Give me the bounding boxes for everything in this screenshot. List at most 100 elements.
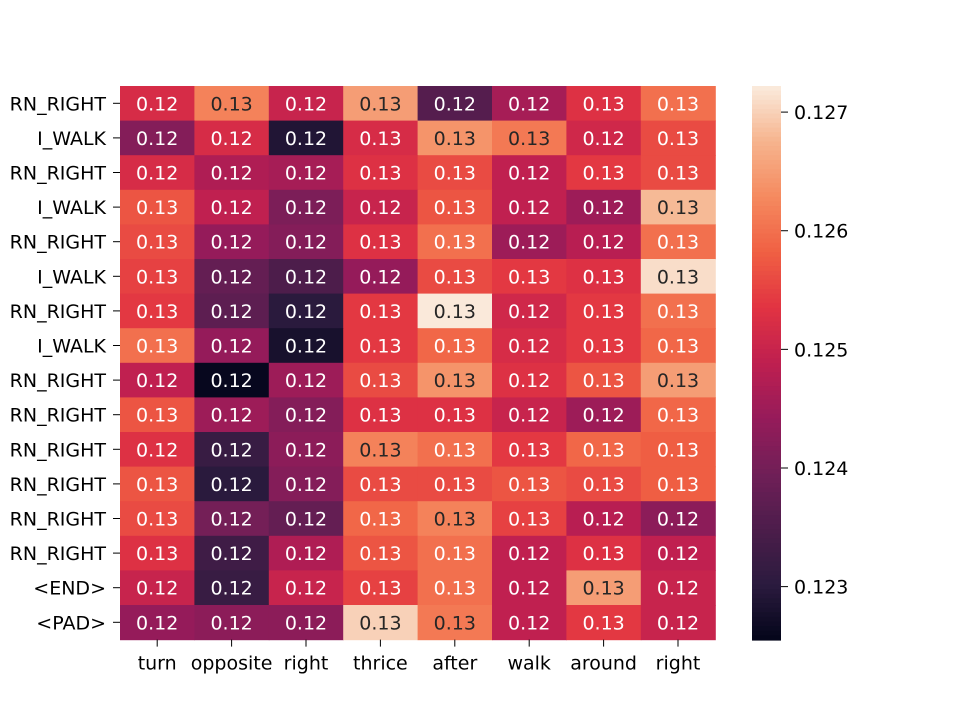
y-tick-label: RN_RIGHT xyxy=(10,232,107,254)
heatmap-cell xyxy=(120,86,195,122)
colorbar-segment xyxy=(752,603,781,609)
cell-value-label: 0.12 xyxy=(136,578,178,600)
colorbar-segment xyxy=(752,330,781,336)
heatmap-cell xyxy=(492,397,567,433)
colorbar-segment xyxy=(752,90,781,96)
heatmap-cell xyxy=(268,535,344,571)
x-axis: turn opposite right thrice after walk around ri… xyxy=(138,639,700,675)
x-tick-label: turn xyxy=(138,653,177,675)
colorbar-segment xyxy=(752,141,781,147)
heatmap-cell xyxy=(343,432,419,468)
y-tick-label: I_WALK xyxy=(37,266,106,288)
cell-value-label: 0.12 xyxy=(285,509,327,531)
cell-value-label: 0.13 xyxy=(434,301,476,323)
colorbar-segment xyxy=(752,492,781,498)
cell-value-label: 0.13 xyxy=(508,439,550,461)
cell-value-label: 0.13 xyxy=(508,128,550,150)
heatmap-cell xyxy=(492,362,567,398)
cell-value-label: 0.12 xyxy=(508,370,550,392)
cell-value-label: 0.12 xyxy=(210,612,252,634)
heatmap-cell xyxy=(268,155,344,191)
heatmap-cell xyxy=(640,120,716,156)
cell-value-label: 0.12 xyxy=(285,163,327,185)
colorbar-segment xyxy=(752,418,781,424)
cell-value-label: 0.13 xyxy=(359,128,401,150)
colorbar-segment xyxy=(752,312,781,318)
heatmap-cell xyxy=(194,155,270,191)
cell-value-label: 0.13 xyxy=(136,301,178,323)
cell-value-label: 0.12 xyxy=(285,543,327,565)
heatmap-cell xyxy=(120,397,195,433)
cell-value-label: 0.13 xyxy=(434,128,476,150)
colorbar-segment xyxy=(752,538,781,544)
heatmap-cell xyxy=(640,259,716,295)
colorbar-segment xyxy=(752,473,781,480)
cell-value-label: 0.12 xyxy=(210,474,252,496)
cell-value-label: 0.12 xyxy=(285,405,327,427)
heatmap-cell xyxy=(492,120,567,156)
colorbar-segment xyxy=(752,487,781,493)
heatmap-cell xyxy=(566,259,642,295)
heatmap-cell xyxy=(194,86,270,122)
colorbar-segment xyxy=(752,381,781,387)
cell-value-label: 0.12 xyxy=(657,509,699,531)
colorbar-segment xyxy=(752,122,781,129)
heatmap-cell xyxy=(492,328,567,364)
heatmap-cell xyxy=(268,605,344,641)
colorbar-segment xyxy=(752,506,781,512)
colorbar-segment xyxy=(752,363,781,369)
heatmap-cell xyxy=(566,501,642,537)
cell-value-label: 0.12 xyxy=(210,439,252,461)
colorbar-segment xyxy=(752,386,781,392)
cell-value-label: 0.13 xyxy=(359,163,401,185)
cell-value-label: 0.13 xyxy=(657,336,699,358)
colorbar-segment xyxy=(752,427,781,433)
y-tick-label: RN_RIGHT xyxy=(10,439,107,461)
heatmap-cell xyxy=(343,466,419,502)
cell-value-label: 0.13 xyxy=(582,612,624,634)
colorbar-segment xyxy=(752,252,781,258)
heatmap-cell xyxy=(566,570,642,606)
colorbar-segment xyxy=(752,367,781,373)
colorbar-segment xyxy=(752,206,781,212)
heatmap-cell xyxy=(417,224,493,260)
heatmap-cell xyxy=(640,432,716,468)
cell-value-label: 0.12 xyxy=(136,93,178,115)
colorbar-segment xyxy=(752,201,781,207)
heatmap-cell xyxy=(640,155,716,191)
heatmap-cell xyxy=(194,224,270,260)
cell-value-label: 0.13 xyxy=(434,509,476,531)
colorbar-segment xyxy=(752,238,781,244)
x-tick-label: walk xyxy=(507,653,550,675)
heatmap-cell xyxy=(120,432,195,468)
colorbar-segment xyxy=(752,399,781,406)
heatmap-cell xyxy=(640,570,716,606)
cell-value-label: 0.13 xyxy=(657,93,699,115)
colorbar-segment xyxy=(752,446,781,452)
colorbar-segment xyxy=(752,289,781,295)
colorbar-segment xyxy=(752,109,781,115)
cell-value-label: 0.12 xyxy=(210,543,252,565)
cell-value-label: 0.13 xyxy=(136,266,178,288)
heatmap-cell xyxy=(343,570,419,606)
colorbar-segment xyxy=(752,321,781,327)
colorbar-segment xyxy=(752,566,781,572)
colorbar-segment xyxy=(752,173,781,179)
heatmap-cell xyxy=(120,466,195,502)
cell-value-label: 0.12 xyxy=(508,405,550,427)
cell-value-label: 0.12 xyxy=(285,612,327,634)
cell-value-label: 0.13 xyxy=(434,232,476,254)
cell-value-label: 0.13 xyxy=(359,405,401,427)
heatmap-cell xyxy=(566,328,642,364)
heatmap-cell xyxy=(120,259,195,295)
cell-value-label: 0.12 xyxy=(508,197,550,219)
cell-value-label: 0.13 xyxy=(136,336,178,358)
y-tick-label: RN_RIGHT xyxy=(10,474,107,496)
colorbar-segment xyxy=(752,409,781,415)
cell-value-label: 0.12 xyxy=(508,578,550,600)
heatmap-cell xyxy=(566,466,642,502)
cell-value-label: 0.12 xyxy=(210,266,252,288)
heatmap-cell xyxy=(194,120,270,156)
heatmap-cell xyxy=(492,501,567,537)
heatmap-cell xyxy=(120,120,195,156)
